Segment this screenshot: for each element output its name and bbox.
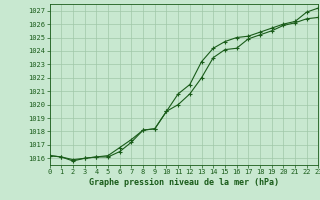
X-axis label: Graphe pression niveau de la mer (hPa): Graphe pression niveau de la mer (hPa) <box>89 178 279 187</box>
